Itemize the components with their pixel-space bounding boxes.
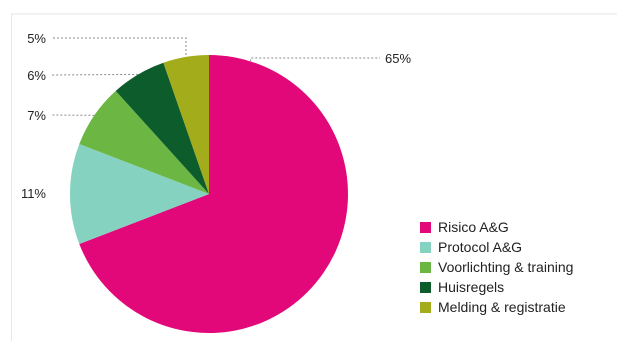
legend-swatch: [420, 301, 431, 313]
legend-label: Protocol A&G: [438, 239, 523, 255]
leader-line-risico: [250, 57, 380, 62]
pie-slice-risico: [79, 55, 349, 333]
legend-swatch: [420, 241, 431, 253]
legend-item-protocol: Protocol A&G: [420, 237, 573, 257]
legend-item-risico: Risico A&G: [420, 217, 573, 237]
pie-slice-huisregels: [115, 62, 209, 195]
pie-slice-melding: [163, 55, 209, 194]
percent-label-huisregels: 6%: [27, 68, 46, 83]
percent-label-risico: 65%: [385, 51, 411, 66]
legend-swatch: [420, 221, 431, 233]
leader-line-melding: [52, 37, 187, 55]
pie-slice-protocol: [69, 144, 209, 244]
leader-line-huisregels: [51, 73, 139, 76]
legend-label: Huisregels: [438, 279, 505, 295]
percent-label-protocol: 11%: [21, 186, 46, 201]
chart-legend: Risico A&G Protocol A&G Voorlichting & t…: [420, 217, 573, 317]
legend-item-huisregels: Huisregels: [420, 277, 573, 297]
pie-slice-voorlichting: [79, 90, 209, 194]
legend-item-melding: Melding & registratie: [420, 297, 573, 317]
legend-label: Melding & registratie: [438, 299, 566, 315]
percent-label-melding: 5%: [27, 31, 46, 46]
legend-label: Risico A&G: [438, 219, 509, 235]
legend-swatch: [420, 261, 431, 273]
legend-item-voorlichting: Voorlichting & training: [420, 257, 573, 277]
percent-label-voorlichting: 7%: [27, 108, 46, 123]
legend-swatch: [420, 281, 431, 293]
legend-label: Voorlichting & training: [438, 259, 574, 275]
